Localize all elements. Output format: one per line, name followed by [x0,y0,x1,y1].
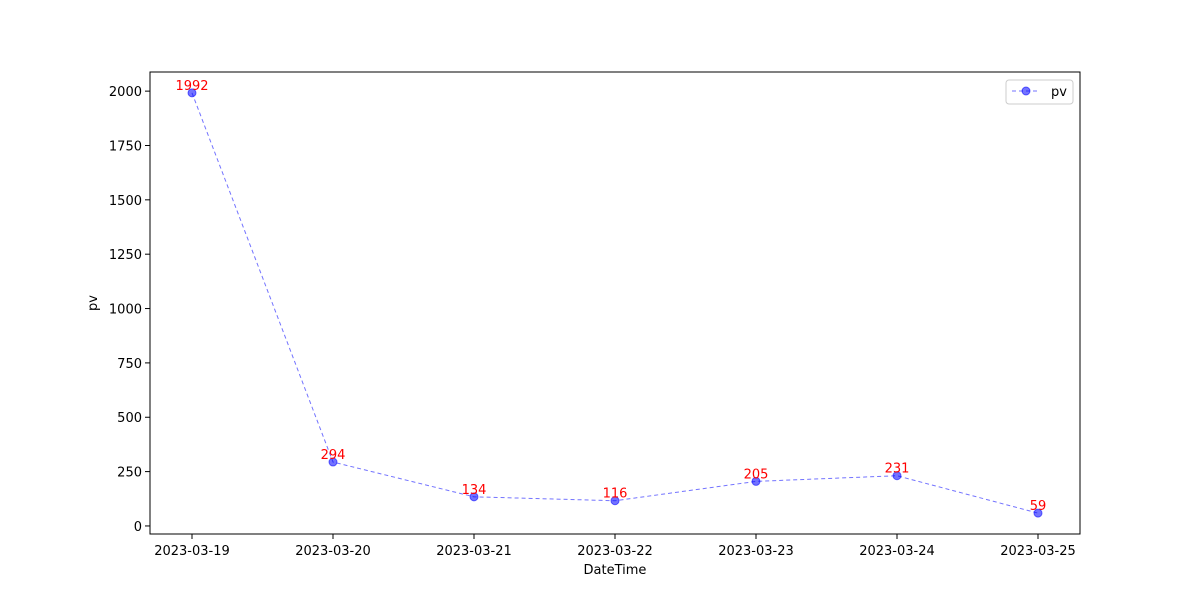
data-label: 294 [321,448,346,463]
y-tick-label: 2000 [109,85,142,100]
y-tick-label: 500 [117,411,142,426]
legend-box [1005,79,1074,105]
data-label-layer: 1992 294 134 116 205 231 59 [175,79,1046,514]
data-label: 59 [1030,499,1047,514]
x-tick-label: 2023-03-20 [295,544,371,559]
series-layer [187,88,1043,518]
data-point [328,457,338,467]
data-label: 116 [603,487,628,502]
x-tick-label: 2023-03-24 [859,544,935,559]
y-tick-label: 1250 [109,248,142,263]
y-axis-title: pv [86,295,101,311]
data-label: 231 [885,462,910,477]
data-label: 134 [462,483,487,498]
x-tick-label: 2023-03-25 [1000,544,1076,559]
data-point [610,496,620,506]
data-point [187,88,197,98]
y-tick-label: 1500 [109,194,142,209]
plot-frame [149,71,1081,535]
y-tick-label: 750 [117,357,142,372]
x-tick-label: 2023-03-22 [577,544,653,559]
legend-marker-icon [1021,86,1031,96]
x-tick-label: 2023-03-21 [436,544,512,559]
y-tick-label: 250 [117,466,142,481]
y-tick-label: 1750 [109,139,142,154]
x-tick-label: 2023-03-19 [154,544,230,559]
data-point [469,492,479,502]
y-tick-label: 0 [134,520,142,535]
y-axis: 0 250 500 750 1000 1250 1500 1750 2000 [109,85,150,535]
y-tick-label: 1000 [109,303,142,318]
data-point [751,476,761,486]
x-tick-label: 2023-03-23 [718,544,794,559]
x-axis-title: DateTime [584,563,647,578]
data-point [892,471,902,481]
legend-label-pv: pv [1051,85,1067,100]
x-axis: 2023-03-19 2023-03-20 2023-03-21 2023-03-22… [154,534,1076,559]
data-label: 1992 [175,79,208,94]
data-point [1033,508,1043,518]
legend: pv [1005,79,1074,105]
data-label: 205 [744,467,769,482]
